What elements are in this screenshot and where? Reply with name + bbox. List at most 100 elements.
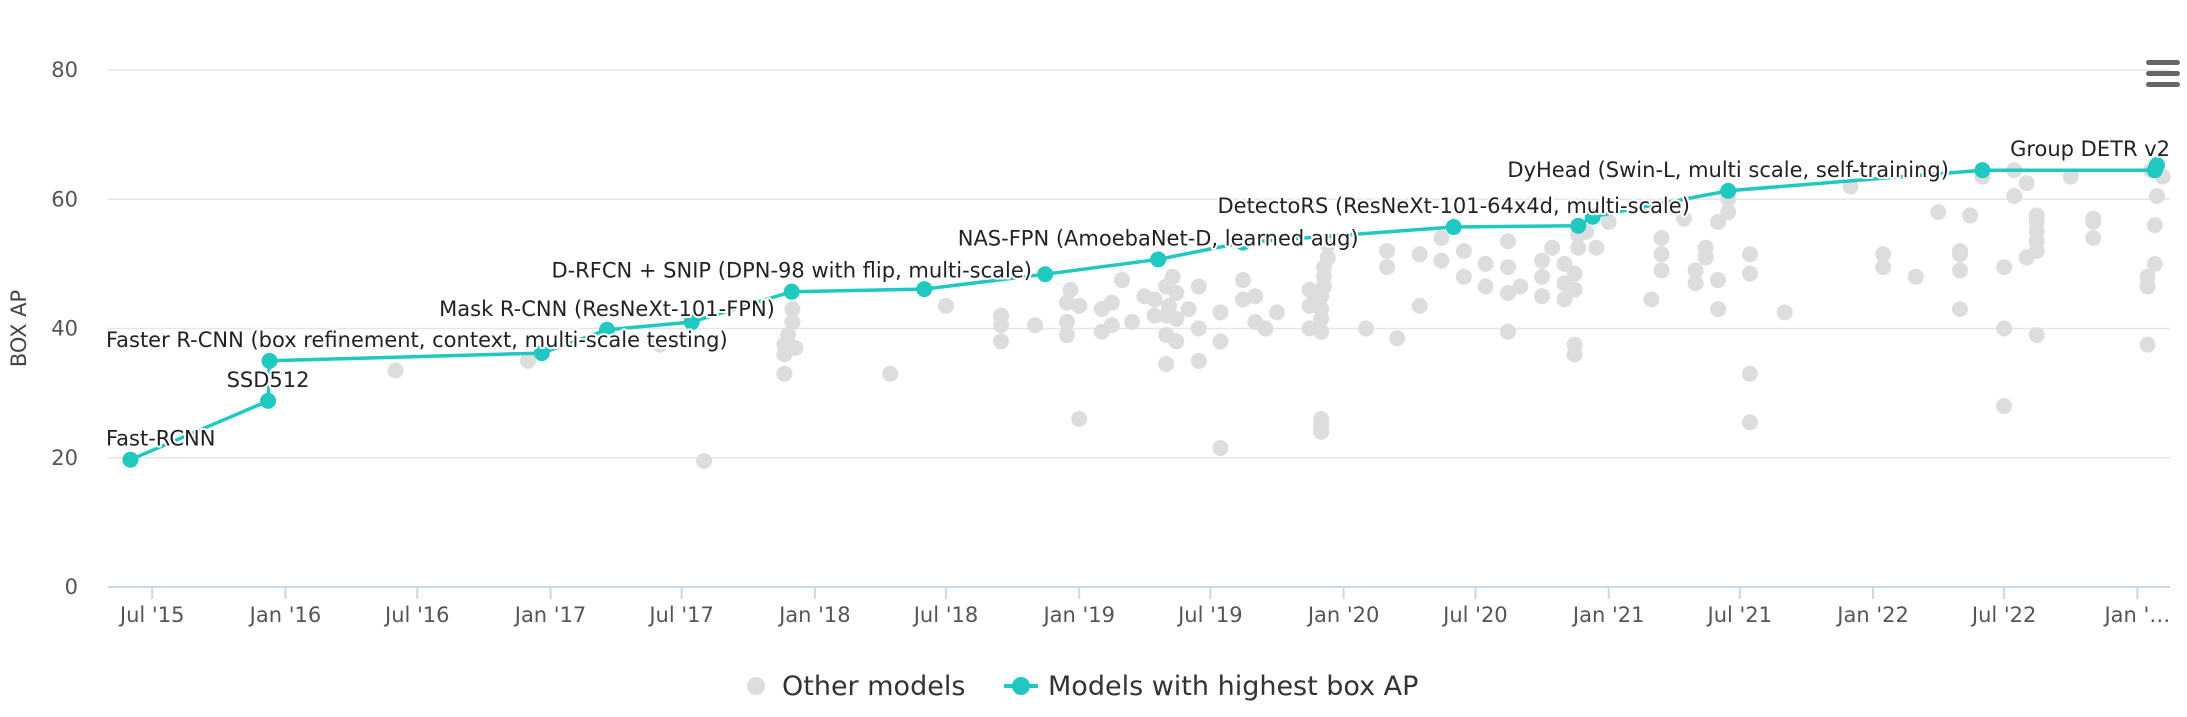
other-model-point-115[interactable] <box>1720 204 1737 221</box>
other-model-point-113[interactable] <box>1710 272 1727 289</box>
other-model-point-8[interactable] <box>784 314 801 331</box>
legend-item-other-models[interactable]: Other models <box>747 671 965 702</box>
other-model-point-53[interactable] <box>1268 304 1285 321</box>
best-model-point-2[interactable] <box>261 352 278 369</box>
other-model-point-84[interactable] <box>1500 259 1517 276</box>
other-model-point-145[interactable] <box>2028 207 2045 224</box>
other-model-point-118[interactable] <box>1741 365 1758 382</box>
other-model-point-47[interactable] <box>1212 304 1229 321</box>
other-model-point-10[interactable] <box>787 339 804 356</box>
best-model-point-11[interactable] <box>1445 219 1462 236</box>
other-model-point-149[interactable] <box>2085 210 2102 227</box>
other-model-point-4[interactable] <box>776 365 793 382</box>
other-model-point-89[interactable] <box>1534 252 1551 269</box>
other-model-point-3[interactable] <box>696 452 713 469</box>
other-model-point-70[interactable] <box>1358 320 1375 337</box>
other-model-point-133[interactable] <box>1996 398 2013 415</box>
other-model-point-95[interactable] <box>1566 336 1583 353</box>
other-model-point-46[interactable] <box>1212 333 1229 350</box>
other-model-point-136[interactable] <box>2006 188 2023 205</box>
chart-menu-button[interactable] <box>2146 60 2180 87</box>
other-model-point-119[interactable] <box>1741 265 1758 282</box>
other-model-point-152[interactable] <box>2139 268 2156 285</box>
other-model-point-45[interactable] <box>1212 440 1229 457</box>
other-model-point-31[interactable] <box>1146 291 1163 308</box>
best-model-point-13[interactable] <box>1584 208 1601 225</box>
other-model-point-117[interactable] <box>1741 414 1758 431</box>
other-model-point-74[interactable] <box>1411 297 1428 314</box>
other-model-point-63[interactable] <box>1313 301 1330 318</box>
other-model-point-130[interactable] <box>1951 242 1968 259</box>
other-model-point-13[interactable] <box>993 333 1010 350</box>
best-model-point-12[interactable] <box>1570 217 1587 234</box>
other-model-point-61[interactable] <box>1313 323 1330 340</box>
other-model-point-48[interactable] <box>1234 291 1251 308</box>
other-model-point-19[interactable] <box>1058 294 1075 311</box>
other-model-point-51[interactable] <box>1247 288 1264 305</box>
other-model-point-25[interactable] <box>1103 317 1120 334</box>
other-model-point-1[interactable] <box>520 352 537 369</box>
best-model-point-5[interactable] <box>683 314 700 331</box>
other-model-point-68[interactable] <box>1319 249 1336 266</box>
other-model-point-97[interactable] <box>1566 265 1583 282</box>
other-model-point-76[interactable] <box>1433 252 1450 269</box>
other-model-point-109[interactable] <box>1687 262 1704 279</box>
best-model-point-7[interactable] <box>916 281 933 298</box>
other-model-point-60[interactable] <box>1313 410 1330 427</box>
other-model-point-28[interactable] <box>1124 314 1141 331</box>
other-model-point-69[interactable] <box>1319 236 1336 253</box>
other-model-point-44[interactable] <box>1190 278 1207 295</box>
other-model-point-75[interactable] <box>1411 246 1428 263</box>
other-model-point-49[interactable] <box>1234 272 1251 289</box>
other-model-point-106[interactable] <box>1653 230 1670 247</box>
other-model-point-39[interactable] <box>1168 310 1185 327</box>
other-model-point-17[interactable] <box>1058 326 1075 343</box>
other-model-point-88[interactable] <box>1534 268 1551 285</box>
other-model-point-101[interactable] <box>1588 239 1605 256</box>
other-model-point-43[interactable] <box>1190 320 1207 337</box>
other-model-point-108[interactable] <box>1687 275 1704 292</box>
best-model-point-4[interactable] <box>599 321 616 338</box>
other-model-point-154[interactable] <box>2146 217 2163 234</box>
other-model-point-104[interactable] <box>1653 262 1670 279</box>
best-model-point-6[interactable] <box>783 283 800 300</box>
other-model-point-83[interactable] <box>1500 284 1517 301</box>
other-model-point-131[interactable] <box>1962 207 1979 224</box>
other-model-point-120[interactable] <box>1741 246 1758 263</box>
other-model-point-82[interactable] <box>1500 323 1517 340</box>
other-model-point-12[interactable] <box>937 297 954 314</box>
other-model-point-11[interactable] <box>882 365 899 382</box>
other-model-point-73[interactable] <box>1389 330 1406 347</box>
other-model-point-90[interactable] <box>1544 239 1561 256</box>
other-model-point-2[interactable] <box>651 336 668 353</box>
best-model-point-15[interactable] <box>1974 162 1991 179</box>
other-model-point-71[interactable] <box>1379 259 1396 276</box>
other-model-point-121[interactable] <box>1776 304 1793 321</box>
other-model-point-96[interactable] <box>1566 281 1583 298</box>
other-model-point-146[interactable] <box>2062 168 2079 185</box>
other-model-point-147[interactable] <box>2085 230 2102 247</box>
other-model-point-93[interactable] <box>1556 255 1573 272</box>
other-model-point-91[interactable] <box>1556 291 1573 308</box>
other-model-point-38[interactable] <box>1168 333 1185 350</box>
other-model-point-78[interactable] <box>1455 242 1472 259</box>
other-model-point-18[interactable] <box>1058 314 1075 331</box>
best-model-point-3[interactable] <box>533 345 550 362</box>
other-model-point-114[interactable] <box>1710 213 1727 230</box>
other-model-point-127[interactable] <box>1951 301 1968 318</box>
best-model-point-1[interactable] <box>260 392 277 409</box>
other-model-point-26[interactable] <box>1103 294 1120 311</box>
other-model-point-37[interactable] <box>1164 268 1181 285</box>
other-model-point-124[interactable] <box>1875 246 1892 263</box>
other-model-point-125[interactable] <box>1907 268 1924 285</box>
other-model-point-16[interactable] <box>1027 317 1044 334</box>
other-model-point-126[interactable] <box>1930 204 1947 221</box>
other-model-point-22[interactable] <box>1071 297 1088 314</box>
other-model-point-140[interactable] <box>2028 326 2045 343</box>
best-model-point-0[interactable] <box>122 451 139 468</box>
other-model-point-52[interactable] <box>1257 320 1274 337</box>
other-model-point-7[interactable] <box>780 326 797 343</box>
other-model-point-102[interactable] <box>1600 213 1617 230</box>
other-model-point-111[interactable] <box>1697 239 1714 256</box>
other-model-point-128[interactable] <box>1951 262 1968 279</box>
